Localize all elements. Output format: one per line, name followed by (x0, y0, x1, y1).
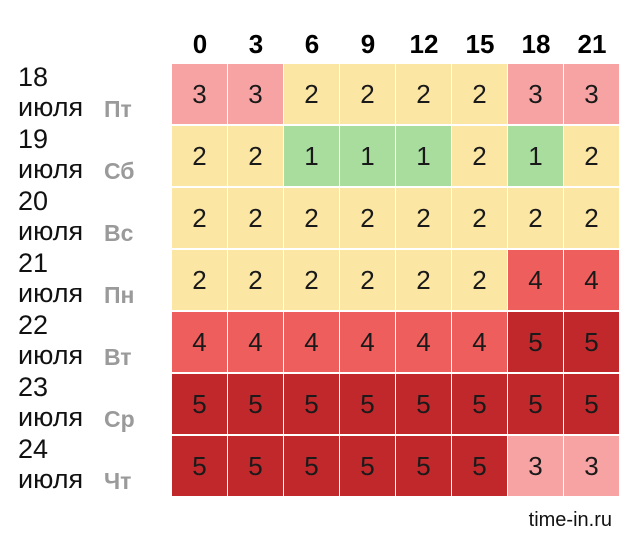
hour-label: 3 (248, 28, 264, 59)
heatmap-cell: 2 (396, 64, 451, 124)
heatmap-cell: 2 (228, 250, 283, 310)
weekday-label: Пн (104, 282, 135, 308)
heatmap-cell: 2 (564, 188, 619, 248)
heatmap-cell: 5 (172, 436, 227, 496)
heatmap-cell: 2 (340, 250, 395, 310)
heatmap-cell: 2 (284, 188, 339, 248)
heatmap-cell: 1 (340, 126, 395, 186)
hour-label: 6 (304, 28, 320, 59)
heatmap-cell: 2 (452, 188, 507, 248)
day-number: 22 (18, 310, 49, 340)
weekday-label: Вс (104, 220, 134, 246)
heatmap-cell: 2 (340, 188, 395, 248)
heatmap-cell: 3 (564, 436, 619, 496)
heatmap-cell: 2 (228, 188, 283, 248)
heatmap-cell: 2 (284, 250, 339, 310)
day-number: 19 (18, 124, 49, 154)
heatmap-cell: 3 (564, 64, 619, 124)
heatmap-cell: 4 (172, 312, 227, 372)
heatmap-cell: 2 (172, 250, 227, 310)
heatmap-cell: 5 (284, 374, 339, 434)
site-credit: time-in.ru (528, 509, 612, 531)
weekday-label: Вт (104, 344, 132, 370)
heatmap-cell: 5 (228, 436, 283, 496)
weekday-label: Сб (104, 158, 135, 184)
hour-label: 9 (360, 28, 376, 59)
heatmap-cell: 2 (396, 250, 451, 310)
heatmap-cell: 4 (564, 250, 619, 310)
heatmap-cell: 2 (340, 64, 395, 124)
heatmap-cell: 3 (228, 64, 283, 124)
day-number: 20 (18, 186, 49, 216)
heatmap-cell: 5 (284, 436, 339, 496)
month-name: июля (18, 402, 84, 432)
heatmap-cell: 4 (452, 312, 507, 372)
month-name: июля (18, 216, 84, 246)
heatmap-cell: 5 (396, 436, 451, 496)
hour-label: 15 (465, 28, 495, 59)
heatmap-cell: 5 (452, 374, 507, 434)
heatmap-cell: 2 (284, 64, 339, 124)
heatmap-cell: 3 (172, 64, 227, 124)
heatmap-cell: 2 (172, 188, 227, 248)
heatmap-cell: 2 (396, 188, 451, 248)
heatmap-cell: 2 (452, 126, 507, 186)
heatmap-cell: 1 (508, 126, 563, 186)
heatmap-cell: 2 (452, 250, 507, 310)
month-name: июля (18, 340, 84, 370)
heatmap-cell: 3 (508, 436, 563, 496)
day-label: 19 июля Сб (18, 124, 168, 188)
heatmap-cell: 4 (340, 312, 395, 372)
day-label: 21 июля Пн (18, 248, 168, 312)
heatmap-cell: 5 (172, 374, 227, 434)
day-label: 23 июля Ср (18, 372, 168, 436)
hour-label: 0 (192, 28, 208, 59)
heatmap-cell: 2 (228, 126, 283, 186)
heatmap-cell: 1 (396, 126, 451, 186)
heatmap-cell: 4 (228, 312, 283, 372)
hour-label: 12 (409, 28, 439, 59)
day-label: 22 июля Вт (18, 310, 168, 374)
day-label: 18 июля Пт (18, 62, 168, 126)
month-name: июля (18, 464, 84, 494)
day-number: 23 (18, 372, 49, 402)
month-name: июля (18, 92, 84, 122)
weekday-label: Чт (104, 468, 132, 494)
heatmap-cell: 5 (564, 374, 619, 434)
heatmap-cell: 2 (172, 126, 227, 186)
heatmap-cell: 5 (340, 436, 395, 496)
heatmap-cell: 5 (508, 374, 563, 434)
heatmap-cell: 5 (564, 312, 619, 372)
heatmap-cell: 5 (228, 374, 283, 434)
heatmap-cell: 4 (396, 312, 451, 372)
heatmap-cell: 4 (284, 312, 339, 372)
weekday-label: Ср (104, 406, 135, 432)
heatmap-cell: 1 (284, 126, 339, 186)
month-name: июля (18, 278, 84, 308)
day-number: 24 (18, 434, 49, 464)
heatmap-cell: 5 (508, 312, 563, 372)
heatmap-cell: 5 (340, 374, 395, 434)
heatmap-cell: 2 (564, 126, 619, 186)
heatmap-cell: 5 (396, 374, 451, 434)
day-label: 24 июля Чт (18, 434, 168, 498)
day-label: 20 июля Вс (18, 186, 168, 250)
weekday-label: Пт (104, 96, 132, 122)
day-number: 18 (18, 62, 49, 92)
heatmap-cell: 5 (452, 436, 507, 496)
month-name: июля (18, 154, 84, 184)
heatmap-cell: 2 (508, 188, 563, 248)
day-number: 21 (18, 248, 49, 278)
heatmap-cell: 4 (508, 250, 563, 310)
heatmap-cell: 2 (452, 64, 507, 124)
heatmap-cell: 3 (508, 64, 563, 124)
hour-label: 18 (521, 28, 551, 59)
hour-label: 21 (577, 28, 607, 59)
